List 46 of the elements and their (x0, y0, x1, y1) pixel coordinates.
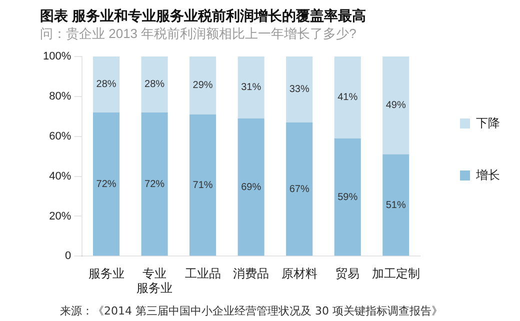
x-tick-label: 原材料 (281, 266, 318, 281)
data-label: 72% (144, 178, 165, 190)
y-tick-label: 20% (49, 210, 72, 222)
bar (334, 56, 361, 138)
x-tick-label: 工业品 (184, 266, 221, 281)
data-label: 71% (192, 180, 213, 191)
y-tick-label: 60% (49, 130, 72, 142)
bar (190, 56, 216, 114)
data-label: 59% (338, 192, 358, 203)
y-tick-label: 40% (49, 170, 72, 182)
bar (92, 112, 120, 256)
x-tick-label: 专业服务业 (136, 266, 173, 296)
data-label: 28% (144, 79, 165, 90)
bar (286, 56, 313, 122)
data-label: 31% (241, 82, 262, 94)
bar (141, 56, 168, 112)
y-tick-label: 100% (42, 50, 72, 62)
data-label: 29% (192, 80, 213, 92)
bar (190, 114, 216, 256)
data-label: 28% (96, 79, 116, 90)
bar (334, 138, 361, 256)
data-label: 49% (386, 100, 406, 112)
bar (141, 112, 168, 256)
data-label: 72% (96, 178, 116, 190)
x-tick-label: 贸易 (336, 266, 360, 281)
bar (286, 122, 313, 256)
x-tick-label: 消费品 (233, 266, 270, 281)
data-label: 33% (289, 84, 310, 96)
bar (382, 154, 410, 256)
bar (92, 56, 120, 112)
data-label: 67% (289, 184, 310, 195)
x-tick-label: 加工定制 (372, 266, 420, 281)
bar (238, 56, 264, 118)
x-tick-label: 服务业 (88, 266, 124, 281)
y-tick-label: 80% (49, 90, 72, 102)
data-label: 41% (338, 92, 358, 104)
bar (382, 56, 410, 154)
data-label: 51% (386, 200, 406, 211)
legend-label: 下降 (476, 116, 500, 130)
data-label: 69% (241, 182, 262, 193)
bar (238, 118, 264, 256)
chart-title: 图表 服务业和专业服务业税前利润增长的覆盖率最高 (40, 7, 366, 24)
legend-label: 增长 (475, 168, 500, 182)
y-tick-label: 0 (65, 250, 72, 262)
source-note: 来源：《2014 第三届中国中小企业经营管理状况及 30 项关键指标调查报告》 (60, 304, 442, 318)
chart-subtitle: 问：贵企业 2013 年税前利润额相比上一年增长了多少? (40, 26, 356, 42)
